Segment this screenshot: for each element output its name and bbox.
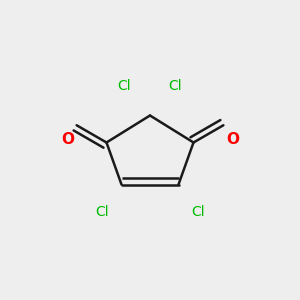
Text: Cl: Cl	[118, 79, 131, 92]
Text: Cl: Cl	[95, 205, 109, 218]
Text: Cl: Cl	[191, 205, 205, 218]
Text: Cl: Cl	[169, 79, 182, 92]
Text: O: O	[61, 132, 74, 147]
Text: O: O	[226, 132, 239, 147]
